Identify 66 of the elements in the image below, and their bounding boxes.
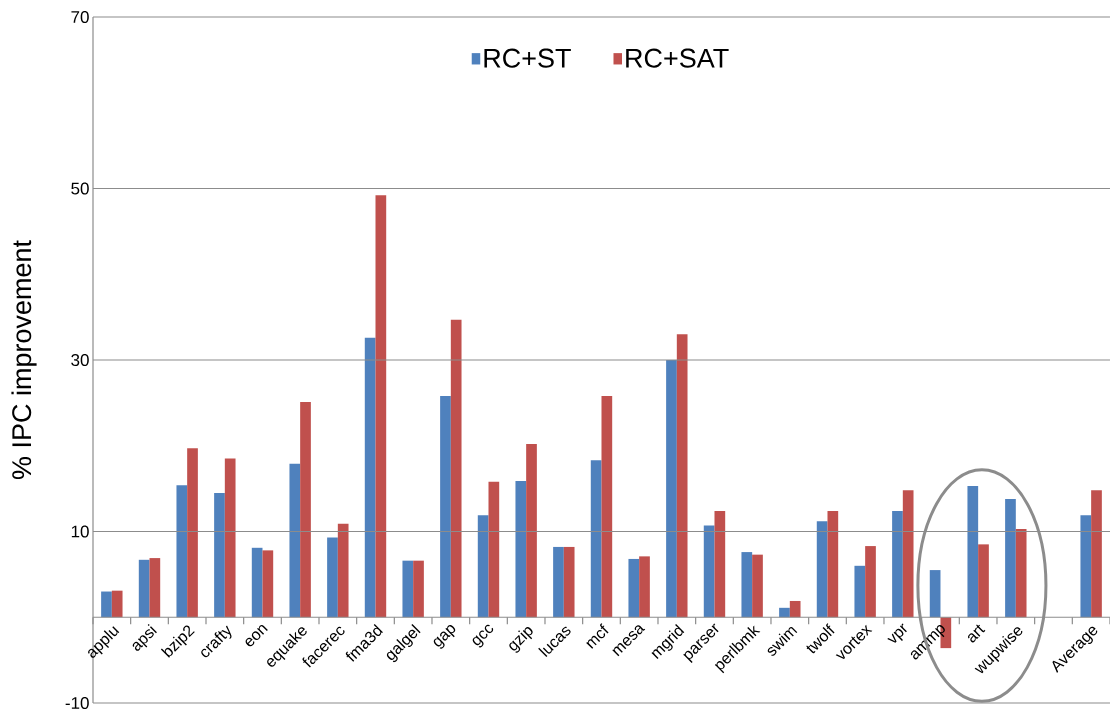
bar [187, 448, 198, 618]
y-tick-label: -10 [65, 696, 89, 710]
y-tick-label: 50 [71, 182, 89, 195]
bar [1015, 528, 1027, 618]
bar [138, 559, 150, 618]
bar [1080, 515, 1092, 618]
bar [488, 481, 500, 618]
legend-label: RC+ST [484, 48, 571, 68]
bar [289, 463, 301, 618]
bar [703, 525, 715, 618]
bar [251, 547, 263, 618]
bar [752, 554, 763, 618]
bar [601, 396, 613, 618]
bar [789, 600, 801, 618]
bar [865, 546, 876, 618]
bar [364, 337, 376, 618]
bar [590, 460, 602, 618]
bar [967, 486, 979, 618]
bar [1005, 498, 1016, 618]
bar [327, 537, 338, 618]
bar [477, 515, 489, 618]
bar [413, 560, 424, 618]
bar [978, 544, 989, 618]
bar [515, 480, 527, 618]
x-tick-label: gzip [509, 627, 533, 653]
bar [402, 560, 414, 618]
bar [779, 607, 790, 618]
bar [714, 510, 726, 618]
bar [553, 546, 564, 618]
x-tick-label: vpr [887, 623, 907, 643]
bar [563, 546, 575, 618]
bar [639, 556, 650, 618]
bar [101, 591, 112, 618]
y-axis-title: % IPC improvement [11, 240, 37, 480]
bar [526, 444, 537, 618]
bar [337, 523, 349, 618]
legend-label: RC+SAT [626, 48, 729, 68]
bar [450, 319, 462, 618]
bar [628, 558, 640, 618]
bar [224, 458, 236, 618]
bar [440, 396, 451, 618]
bar [741, 552, 753, 618]
bar [1091, 490, 1102, 618]
bar [892, 510, 903, 618]
bar [929, 570, 941, 618]
bar [176, 485, 188, 618]
bar [111, 590, 123, 618]
bar [375, 195, 387, 618]
bar [262, 550, 274, 618]
bar [816, 521, 828, 618]
bar [902, 490, 914, 618]
bar [676, 334, 688, 618]
x-tick-label: apsi [132, 623, 157, 651]
x-tick-label: mcf [586, 623, 609, 649]
y-tick-label: 10 [71, 525, 89, 538]
x-tick-label: gap [433, 624, 456, 649]
x-tick-label: eon [245, 624, 268, 647]
bar [666, 360, 677, 618]
y-tick-label: 70 [71, 10, 89, 24]
bar [854, 565, 866, 618]
y-tick-label: 30 [71, 353, 89, 367]
bar [827, 510, 839, 618]
x-tick-label: gcc [472, 624, 494, 648]
bar [214, 492, 225, 618]
bar [149, 558, 161, 618]
bar [300, 402, 311, 618]
